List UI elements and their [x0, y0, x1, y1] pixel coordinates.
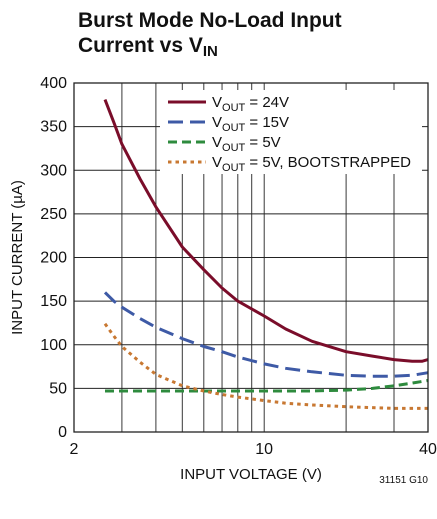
chart-title-line1: Burst Mode No-Load Input: [78, 9, 342, 32]
chart-title-line2: Current vs VIN: [78, 33, 342, 64]
series-line-1: [103, 99, 429, 363]
y-tick-label: 250: [40, 206, 67, 223]
y-tick-label: 200: [40, 250, 67, 267]
x-axis-label: INPUT VOLTAGE (V): [180, 466, 322, 483]
y-tick-label: 300: [40, 162, 67, 179]
chart-title: Burst Mode No-Load Input Current vs VIN: [78, 8, 342, 64]
legend-label-suffix: = 5V: [245, 134, 280, 151]
y-tick-label: 150: [40, 293, 67, 310]
legend-label-3: VOUT = 5V: [212, 134, 281, 154]
legend-label-prefix: V: [212, 154, 222, 171]
legend-label-1: VOUT = 24V: [212, 94, 289, 114]
x-tick-label: 40: [419, 441, 437, 458]
legend-background: [160, 90, 422, 174]
series-layer: [103, 99, 429, 410]
chart-title-line2-main: Current vs V: [78, 34, 203, 57]
legend-label-prefix: V: [212, 94, 222, 111]
figure-code: 31151 G10: [379, 475, 428, 486]
legend-label-4: VOUT = 5V, BOOTSTRAPPED: [212, 154, 411, 174]
y-tick-label: 350: [40, 119, 67, 136]
x-tick-label: 2: [70, 441, 79, 458]
legend-label-suffix: = 24V: [245, 94, 289, 111]
y-axis-label: INPUT CURRENT (µA): [9, 180, 26, 335]
legend-label-prefix: V: [212, 134, 222, 151]
legend-label-2: VOUT = 15V: [212, 114, 289, 134]
x-axis-ticks: 2 10 40: [70, 441, 437, 458]
x-tick-label: 10: [255, 441, 273, 458]
y-tick-label: 0: [58, 424, 67, 441]
plot-frame: [73, 82, 429, 433]
legend-label-sub: OUT: [222, 142, 246, 154]
legend-label-suffix: = 15V: [245, 114, 289, 131]
y-axis-ticks: 0 50 100 150 200 250 300 350 400: [40, 75, 67, 441]
series-line-2: [103, 291, 429, 378]
y-tick-label: 400: [40, 75, 67, 92]
y-tick-label: 100: [40, 337, 67, 354]
series-line-4: [103, 322, 428, 410]
legend-label-prefix: V: [212, 114, 222, 131]
legend-label-sub: OUT: [222, 162, 246, 174]
y-tick-label: 50: [49, 380, 67, 397]
legend-label-suffix: = 5V, BOOTSTRAPPED: [245, 154, 411, 171]
series-line-3: [105, 379, 429, 393]
legend-label-sub: OUT: [222, 102, 246, 114]
legend-label-sub: OUT: [222, 122, 246, 134]
chart-title-line2-sub: IN: [202, 43, 218, 60]
